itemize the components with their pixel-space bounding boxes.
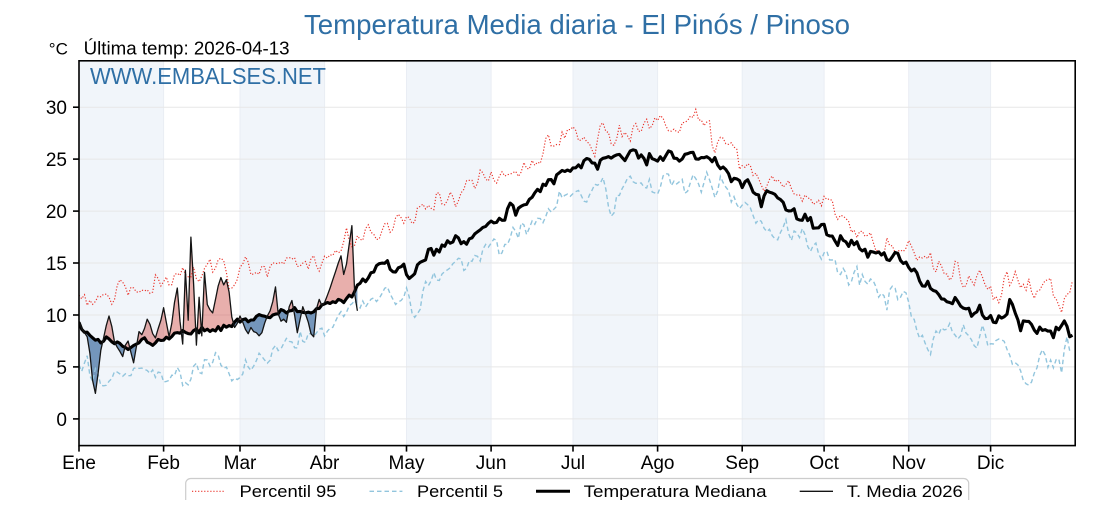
svg-text:Ene: Ene	[62, 453, 96, 474]
svg-text:Dic: Dic	[977, 453, 1004, 474]
svg-text:Oct: Oct	[809, 453, 839, 474]
svg-text:10: 10	[46, 306, 67, 327]
svg-text:Sep: Sep	[725, 453, 759, 474]
svg-text:0: 0	[56, 410, 67, 431]
svg-text:30: 30	[46, 98, 67, 119]
svg-text:Feb: Feb	[147, 453, 180, 474]
svg-text:May: May	[389, 453, 425, 474]
svg-text:Temperatura Media diaria - El: Temperatura Media diaria - El Pinós / Pi…	[304, 9, 850, 40]
svg-text:Ago: Ago	[641, 453, 675, 474]
svg-text:T. Media 2026: T. Media 2026	[847, 482, 963, 500]
svg-text:Abr: Abr	[310, 453, 340, 474]
svg-text:Última temp: 2026-04-13: Última temp: 2026-04-13	[84, 38, 290, 59]
svg-text:Jun: Jun	[476, 453, 507, 474]
svg-text:Mar: Mar	[224, 453, 257, 474]
svg-text:°C: °C	[49, 40, 68, 59]
svg-text:WWW.EMBALSES.NET: WWW.EMBALSES.NET	[90, 63, 326, 89]
svg-text:25: 25	[46, 150, 67, 171]
svg-text:15: 15	[46, 254, 67, 275]
svg-text:Temperatura Mediana: Temperatura Mediana	[584, 482, 768, 500]
svg-text:5: 5	[56, 358, 67, 379]
svg-text:Jul: Jul	[561, 453, 585, 474]
svg-text:Percentil 95: Percentil 95	[240, 482, 337, 500]
svg-text:Percentil 5: Percentil 5	[417, 482, 503, 500]
svg-text:20: 20	[46, 202, 67, 223]
svg-text:Nov: Nov	[892, 453, 926, 474]
